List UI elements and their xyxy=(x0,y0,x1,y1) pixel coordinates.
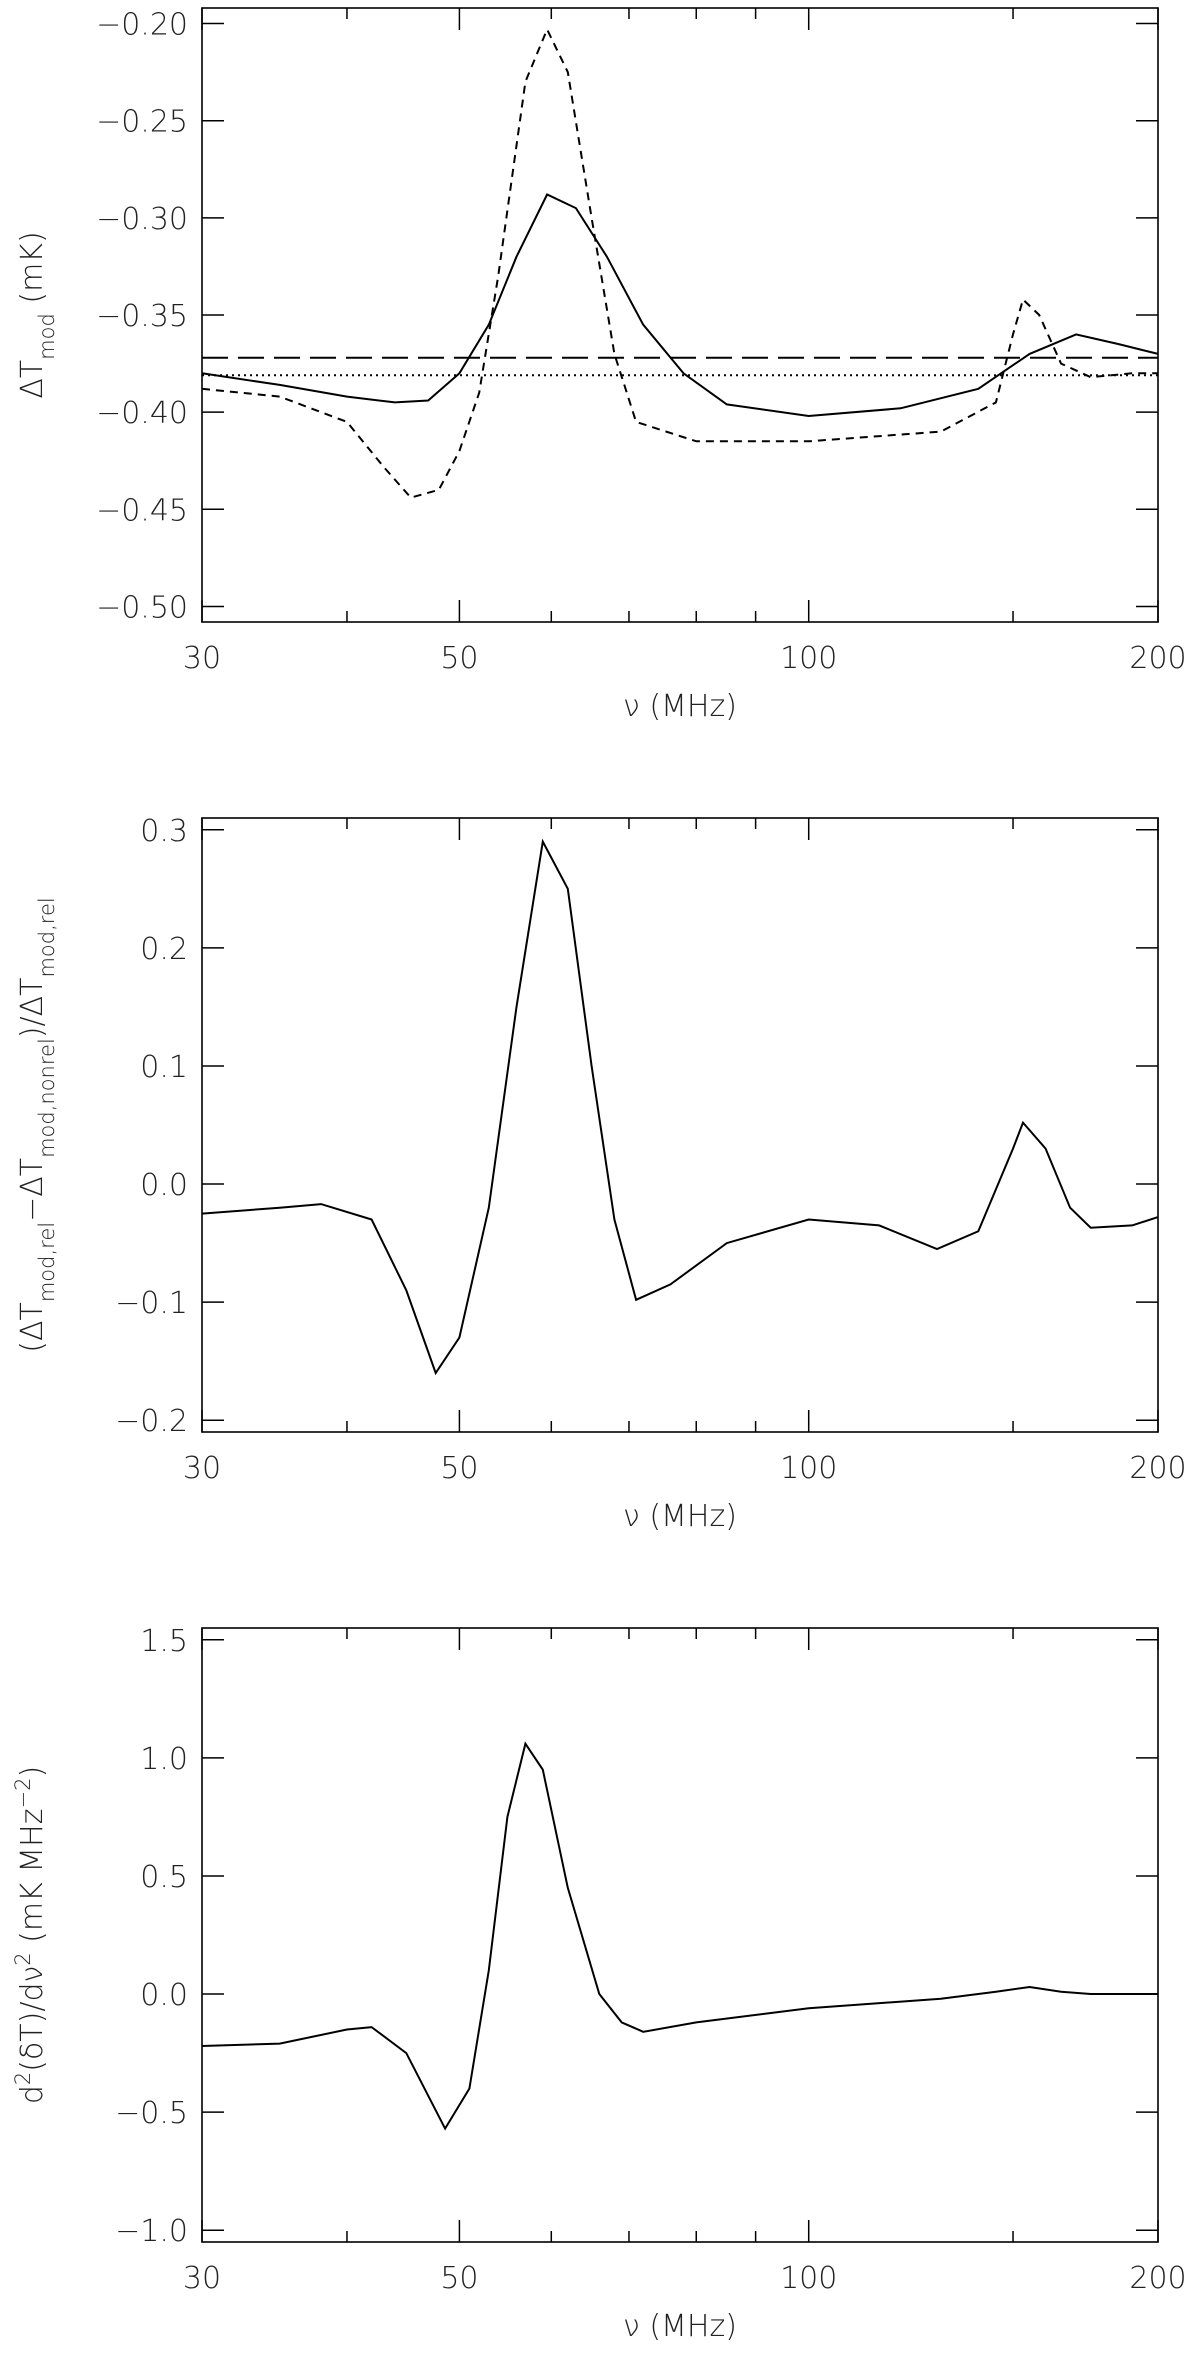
y-axis-label-part: (δT)/dν xyxy=(15,1966,50,2072)
y-tick-label: −0.5 xyxy=(115,2096,188,2131)
data-line xyxy=(201,838,1159,1376)
data-line xyxy=(201,193,1159,418)
y-tick-label: −0.50 xyxy=(96,590,188,625)
y-axis-label-part: 2 xyxy=(11,2072,35,2085)
y-axis-label-part: d xyxy=(15,2085,50,2104)
x-tick-label: 200 xyxy=(1129,641,1186,676)
y-tick-label: −0.30 xyxy=(96,202,188,237)
y-tick-label: −0.20 xyxy=(96,8,188,43)
x-tick-label: 50 xyxy=(440,641,478,676)
y-axis-label: (ΔTmod,rel−ΔTmod,nonrel)/ΔTmod,rel xyxy=(15,897,59,1352)
y-axis-label-part: 2 xyxy=(11,1952,35,1965)
y-axis-label-part: ΔT xyxy=(15,360,50,399)
y-axis-label-part: (mK) xyxy=(15,231,50,313)
x-axis-label: ν (MHz) xyxy=(623,689,737,724)
y-axis-label-part: −ΔT xyxy=(15,1158,50,1222)
y-tick-label: 0.3 xyxy=(140,814,188,849)
y-axis-label-part: mod,nonrel xyxy=(35,1038,59,1158)
y-tick-label: −0.1 xyxy=(115,1286,188,1321)
y-tick-label: 0.5 xyxy=(140,1860,188,1895)
y-axis-label-part: mod xyxy=(35,313,59,360)
y-axis-label-part: (ΔT xyxy=(15,1302,50,1353)
plot-frame xyxy=(201,817,1159,1433)
panel: −0.50 −0.45 −0.40 −0.35 −0.30 −0.25 −0.20 30 50 1… xyxy=(15,7,1187,724)
data-line xyxy=(201,1741,1158,2131)
x-tick-label: 30 xyxy=(183,2261,221,2296)
x-tick-label: 100 xyxy=(780,641,837,676)
x-tick-label: 200 xyxy=(1129,1451,1186,1486)
y-tick-label: 0.2 xyxy=(140,932,188,967)
y-tick-label: 1.5 xyxy=(140,1624,188,1659)
y-tick-label: −0.2 xyxy=(115,1404,188,1439)
x-tick-label: 50 xyxy=(440,2261,478,2296)
y-tick-label: 1.0 xyxy=(140,1742,188,1777)
panel: −0.2 −0.1 0.0 0.1 0.2 0.3 30 50 100 200 ν (MHz) (ΔT… xyxy=(15,814,1187,1534)
y-tick-label: −0.40 xyxy=(96,396,188,431)
y-tick-label: −1.0 xyxy=(115,2214,188,2249)
y-tick-label: −0.35 xyxy=(96,299,188,334)
y-tick-label: −0.25 xyxy=(96,105,188,140)
plot-frame xyxy=(201,1627,1159,2243)
data-line xyxy=(201,26,1158,499)
x-tick-label: 30 xyxy=(183,1451,221,1486)
y-tick-label: −0.45 xyxy=(96,493,188,528)
y-axis-label: d2(δT)/dν2 (mK MHz−2) xyxy=(11,1766,50,2104)
x-tick-label: 30 xyxy=(183,641,221,676)
y-axis-label-part: mod,rel xyxy=(35,1222,59,1302)
y-axis-label-part: ) xyxy=(15,1766,50,1778)
x-tick-label: 50 xyxy=(440,1451,478,1486)
x-axis-label: ν (MHz) xyxy=(623,2309,737,2344)
y-tick-label: 0.0 xyxy=(140,1978,188,2013)
plot-frame xyxy=(201,7,1159,623)
x-tick-label: 100 xyxy=(780,1451,837,1486)
y-axis-label-part: (mK MHz xyxy=(15,1809,50,1953)
y-axis-label-part: −2 xyxy=(11,1778,35,1809)
y-axis-label-part: )/ΔT xyxy=(15,978,50,1039)
y-axis-label: ΔTmod (mK) xyxy=(15,231,59,398)
x-axis-label: ν (MHz) xyxy=(623,1499,737,1534)
y-tick-label: 0.1 xyxy=(140,1050,188,1085)
y-tick-label: 0.0 xyxy=(140,1168,188,1203)
x-tick-label: 200 xyxy=(1129,2261,1186,2296)
x-tick-label: 100 xyxy=(780,2261,837,2296)
y-axis-label-part: mod,rel xyxy=(35,897,59,977)
